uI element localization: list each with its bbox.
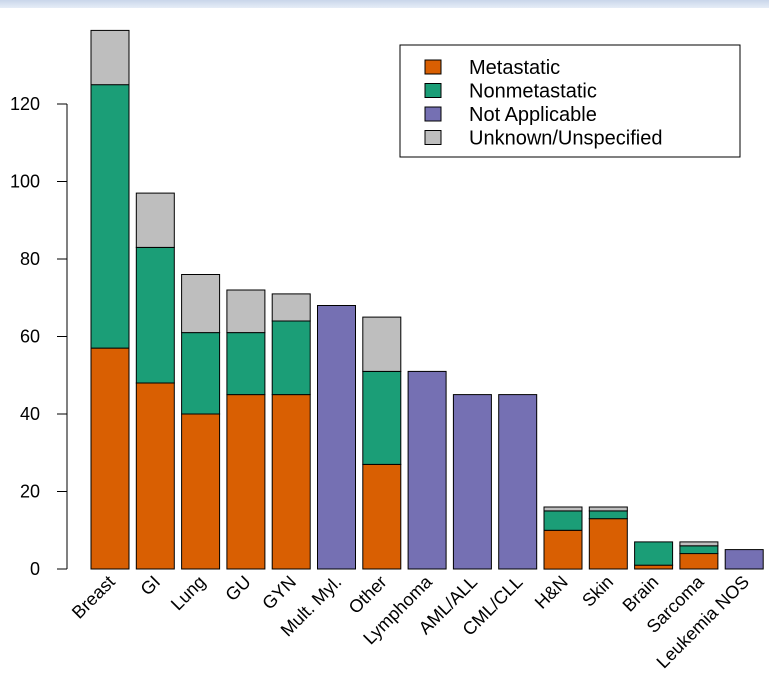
bar-skin-unknown-unspecified xyxy=(588,506,628,512)
y-tick-label: 20 xyxy=(20,482,40,502)
x-tick-label-skin: Skin xyxy=(578,572,617,611)
bar-mult-myl-not-applicable xyxy=(317,305,356,570)
bar-sarcoma-nonmetastatic xyxy=(679,545,719,555)
x-tick-label-gi: GI xyxy=(137,572,165,600)
x-tick-label-breast: Breast xyxy=(68,572,119,623)
legend-swatch-unknown-unspecified xyxy=(424,130,442,145)
legend-box xyxy=(399,44,741,158)
legend-label-not-applicable: Not Applicable xyxy=(469,104,597,126)
bar-brain-nonmetastatic xyxy=(634,541,674,566)
legend-swatch-nonmetastatic xyxy=(424,83,442,98)
bars xyxy=(90,29,764,570)
x-tick-label-gu: GU xyxy=(221,572,254,605)
x-tick-label-handn: H&N xyxy=(531,572,572,613)
legend-swatch-not-applicable xyxy=(424,106,442,122)
bar-sarcoma-metastatic xyxy=(679,553,719,570)
bar-gi-unknown-unspecified xyxy=(135,192,175,248)
bar-leukemia-nos-not-applicable xyxy=(724,549,764,570)
y-tick-label: 40 xyxy=(20,404,40,424)
legend-label-unknown-unspecified: Unknown/Unspecified xyxy=(469,128,662,150)
bar-lymphoma-not-applicable xyxy=(407,370,447,570)
bar-breast-nonmetastatic xyxy=(90,84,130,349)
bar-handn-nonmetastatic xyxy=(543,510,583,531)
bar-lung-unknown-unspecified xyxy=(181,274,221,334)
bar-breast-metastatic xyxy=(90,347,130,570)
bar-sarcoma-unknown-unspecified xyxy=(679,541,719,547)
bar-other-metastatic xyxy=(362,463,402,570)
bar-gu-unknown-unspecified xyxy=(226,289,266,334)
bar-handn-unknown-unspecified xyxy=(543,506,583,512)
y-tick-label: 80 xyxy=(20,249,40,269)
bar-skin-nonmetastatic xyxy=(588,510,628,520)
bar-lung-metastatic xyxy=(181,413,221,570)
bar-cml-cll-not-applicable xyxy=(498,394,538,570)
bar-breast-unknown-unspecified xyxy=(90,29,130,86)
bar-handn-metastatic xyxy=(543,529,583,570)
y-tick-label: 0 xyxy=(30,559,40,579)
bar-other-unknown-unspecified xyxy=(362,316,402,372)
bar-lung-nonmetastatic xyxy=(181,332,221,415)
legend-label-metastatic: Metastatic xyxy=(469,57,560,79)
bar-gyn-nonmetastatic xyxy=(271,320,311,396)
legend-label-nonmetastatic: Nonmetastatic xyxy=(469,81,597,103)
top-band xyxy=(0,0,769,8)
legend-swatch-metastatic xyxy=(424,59,442,75)
bar-gyn-metastatic xyxy=(271,394,311,570)
bar-aml-all-not-applicable xyxy=(452,394,492,570)
bar-gyn-unknown-unspecified xyxy=(271,293,311,322)
bar-gu-metastatic xyxy=(226,394,266,570)
bar-other-nonmetastatic xyxy=(362,370,402,465)
bar-gu-nonmetastatic xyxy=(226,332,266,396)
bar-skin-metastatic xyxy=(588,518,628,570)
bar-gi-metastatic xyxy=(135,382,175,570)
bar-gi-nonmetastatic xyxy=(135,246,175,384)
y-tick-label: 100 xyxy=(10,172,40,192)
y-axis: 0 20 40 60 80 100 120 xyxy=(10,94,68,579)
y-tick-label: 120 xyxy=(10,94,40,114)
x-tick-label-lung: Lung xyxy=(167,572,209,614)
x-tick-label-gyn: GYN xyxy=(258,572,300,614)
y-tick-label: 60 xyxy=(20,327,40,347)
